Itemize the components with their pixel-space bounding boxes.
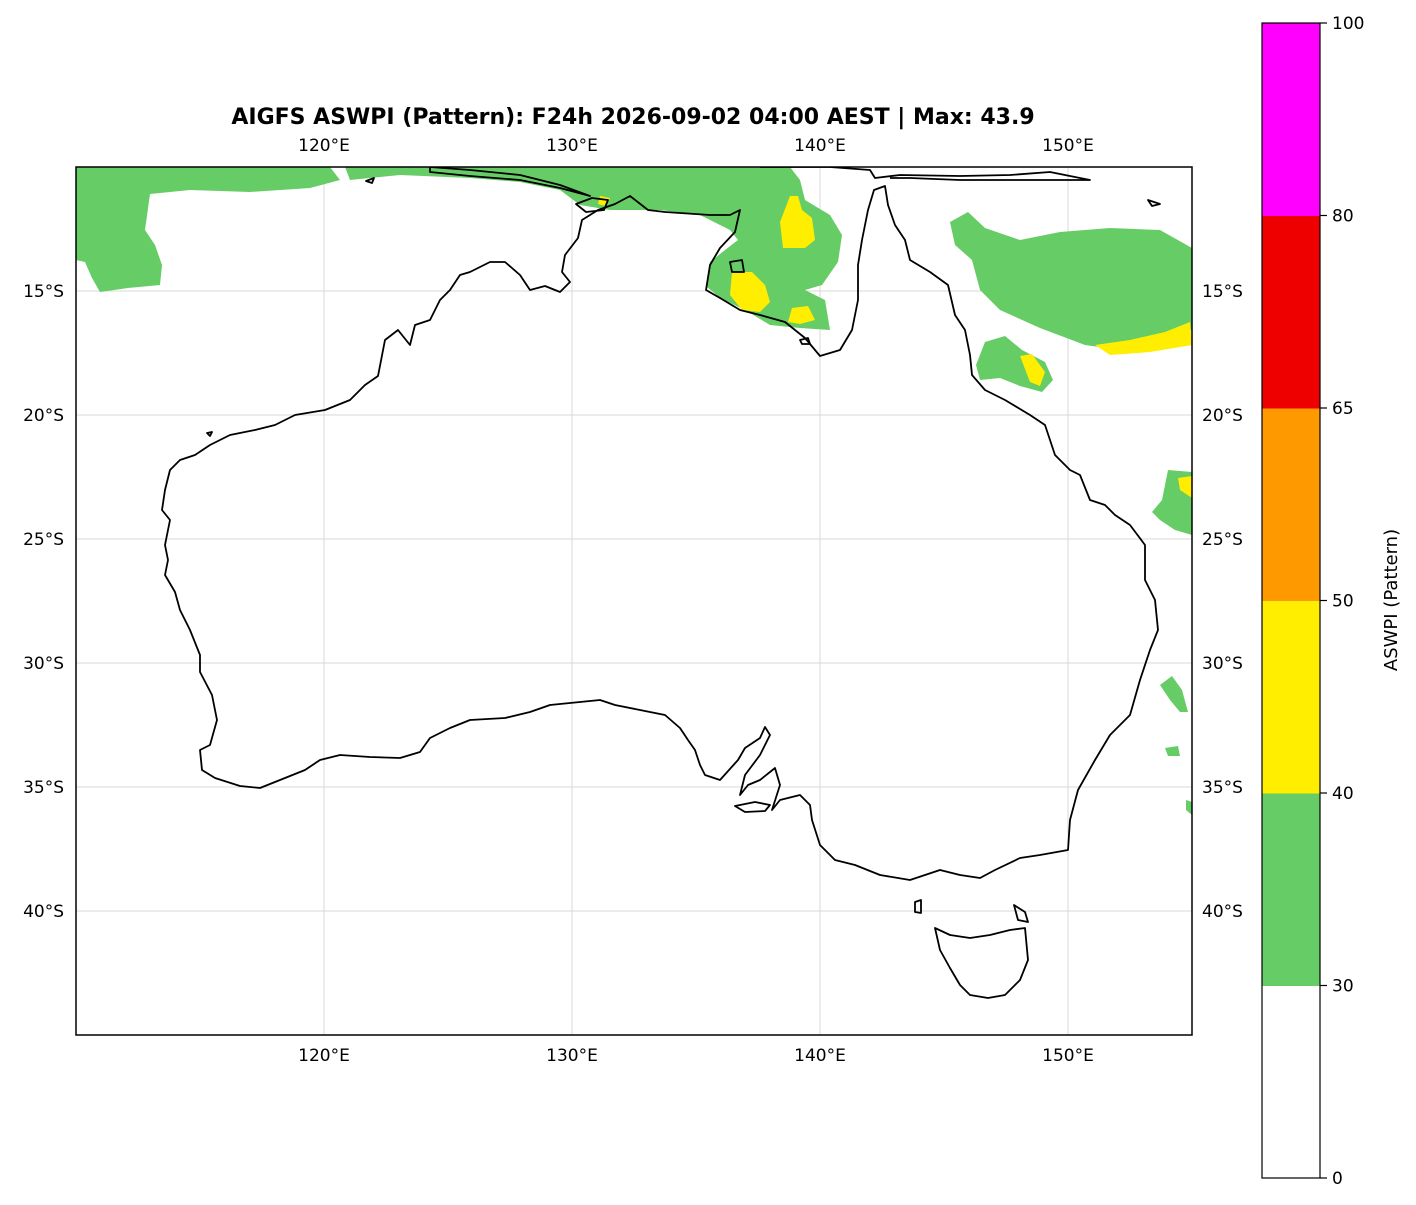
small-island-coastline	[799, 337, 811, 345]
colorbar-tick-label: 50	[1332, 592, 1354, 612]
lat-label-left: 40°S	[23, 902, 64, 922]
colorbar-bin	[1262, 215, 1320, 409]
colorbar: 0 30 40 50 65 80 100 ASWPI (Pattern)	[1261, 14, 1402, 1189]
aswpi-region-yellow	[788, 306, 815, 324]
colorbar-tick-label: 80	[1332, 207, 1354, 227]
colorbar-tick-label: 0	[1332, 1169, 1343, 1189]
latitude-labels: 15°S 15°S 20°S 20°S 25°S 25°S 30°S 30°S 35°S 35°S…	[23, 282, 1243, 922]
lon-label-top: 140°E	[794, 136, 846, 156]
colorbar-ticks: 0 30 40 50 65 80 100	[1320, 14, 1364, 1189]
lat-label-left: 30°S	[23, 654, 64, 674]
lon-label-top: 130°E	[546, 136, 598, 156]
colorbar-tick-label: 65	[1332, 399, 1354, 419]
colorbar-bin	[1262, 985, 1320, 1179]
lon-label-bottom: 120°E	[298, 1046, 350, 1066]
aswpi-field	[76, 167, 1192, 815]
colorbar-bin	[1262, 23, 1320, 216]
lat-label-right: 40°S	[1202, 902, 1243, 922]
aswpi-region-yellow	[1020, 354, 1045, 386]
lat-label-left: 35°S	[23, 778, 64, 798]
lon-label-bottom: 150°E	[1042, 1046, 1094, 1066]
melville-island-coastline	[575, 197, 609, 213]
aswpi-region-yellow	[1178, 476, 1192, 498]
lat-label-right: 15°S	[1202, 282, 1243, 302]
lon-label-top: 150°E	[1042, 136, 1094, 156]
timor-coastline	[429, 167, 591, 197]
small-island-coastline	[1013, 904, 1029, 923]
colorbar-tick-label: 40	[1332, 784, 1354, 804]
map-frame	[75, 166, 1193, 1036]
map-title: AIGFS ASWPI (Pattern): F24h 2026-09-02 0…	[231, 105, 1034, 130]
coastline	[161, 167, 1161, 999]
lat-label-left: 20°S	[23, 406, 64, 426]
lon-label-top: 120°E	[298, 136, 350, 156]
tasmania-coastline	[934, 927, 1029, 999]
aswpi-region-green	[1186, 800, 1192, 815]
colorbar-bin	[1262, 408, 1320, 601]
small-island-coastline	[206, 431, 213, 437]
aswpi-region-green	[76, 167, 340, 292]
longitude-labels: 120°E 120°E 130°E 130°E 140°E 140°E 150°E 150°E	[298, 136, 1094, 1066]
groote-eylandt-coastline	[729, 259, 745, 273]
lat-label-left: 25°S	[23, 530, 64, 550]
colorbar-bins	[1262, 23, 1320, 1179]
lon-label-bottom: 130°E	[546, 1046, 598, 1066]
lat-label-right: 25°S	[1202, 530, 1243, 550]
colorbar-bin	[1262, 600, 1320, 794]
new-guinea-coastline	[760, 167, 1091, 181]
aswpi-region-yellow	[1095, 322, 1192, 355]
lat-label-right: 20°S	[1202, 406, 1243, 426]
aswpi-region-yellow	[730, 272, 770, 312]
small-island-coastline	[1147, 199, 1161, 207]
aswpi-region-green	[1165, 746, 1180, 756]
lon-label-bottom: 140°E	[794, 1046, 846, 1066]
australia-mainland-coastline	[161, 185, 1159, 881]
colorbar-label: ASWPI (Pattern)	[1381, 529, 1402, 671]
small-island-coastline	[914, 899, 922, 914]
colorbar-tick-label: 100	[1332, 14, 1364, 34]
lat-label-right: 35°S	[1202, 778, 1243, 798]
small-island-coastline	[365, 177, 375, 184]
colorbar-bin	[1262, 793, 1320, 986]
aswpi-region-green	[345, 167, 842, 330]
lat-label-left: 15°S	[23, 282, 64, 302]
map-panel: 120°E 120°E 130°E 130°E 140°E 140°E 150°E 150°E…	[23, 136, 1243, 1066]
aswpi-region-green	[1160, 676, 1188, 712]
lat-label-right: 30°S	[1202, 654, 1243, 674]
aswpi-region-yellow	[780, 196, 815, 248]
aswpi-region-green	[950, 212, 1192, 350]
colorbar-tick-label: 30	[1332, 977, 1354, 997]
kangaroo-island-coastline	[734, 801, 771, 813]
